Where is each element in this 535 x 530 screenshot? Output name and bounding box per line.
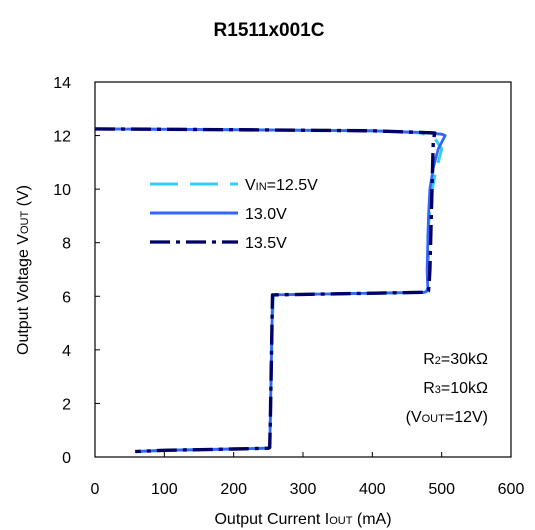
annotation-r2-post: =30kΩ [441,351,488,368]
y-tick-label: 0 [62,450,71,467]
annotation-r2: R2=30kΩ [423,351,488,368]
legend-label-vin-tail: =12.5V [267,177,318,194]
y-axis-label: Output Voltage VOUT (V) [15,185,32,355]
x-tick-label: 600 [498,481,525,498]
annotation-vout-pre: (V [406,409,422,426]
legend-label-vin-sub: IN [256,181,267,193]
series-line-2 [94,127,437,454]
y-tick-label: 10 [53,182,71,199]
y-axis-label-main: Output Voltage V [15,234,32,355]
tick-labels: 0 100 200 300 400 500 600 0 2 4 6 8 10 12 14 [53,75,524,498]
annotation-vout-post: =12V) [445,409,488,426]
y-tick-label: 14 [53,75,71,92]
annotation-vout-sub: OUT [422,413,446,425]
legend-label-13-5: 13.5V [245,235,287,252]
axis-ticks [94,81,512,458]
y-tick-label: 8 [62,236,71,253]
x-tick-label: 300 [290,481,317,498]
legend: VIN=12.5V 13.0V 13.5V [150,177,318,252]
y-tick-label: 12 [53,129,71,146]
annotation-vout: (VOUT=12V) [406,409,488,426]
x-tick-label: 100 [151,481,178,498]
series-lines [94,127,447,454]
y-axis-label-sub: OUT [19,211,31,235]
x-axis-label: Output Current IOUT (mA) [214,511,391,528]
annotation-r2-pre: R [423,351,435,368]
legend-label-vin-12-5: VIN=12.5V [245,177,318,194]
y-tick-label: 6 [62,289,71,306]
legend-label-13-0: 13.0V [245,206,287,223]
annotation-r3-sub: 3 [435,384,441,396]
annotation-r2-sub: 2 [435,355,441,367]
chart-title: R1511x001C [214,20,325,41]
x-tick-label: 0 [91,481,100,498]
legend-label-vin-main: V [245,177,256,194]
annotation-r3: R3=10kΩ [423,380,488,397]
annotation-r3-post: =10kΩ [441,380,488,397]
x-axis-label-main: Output Current I [214,511,329,528]
x-tick-label: 400 [359,481,386,498]
y-axis-label-tail: (V) [15,185,32,211]
x-tick-label: 500 [428,481,455,498]
x-tick-label: 200 [220,481,247,498]
x-axis-label-sub: OUT [329,515,353,527]
y-tick-label: 4 [62,343,71,360]
x-axis-label-tail: (mA) [352,511,391,528]
plot-area [94,81,512,458]
y-tick-label: 2 [62,396,71,413]
annotation-r3-pre: R [423,380,435,397]
